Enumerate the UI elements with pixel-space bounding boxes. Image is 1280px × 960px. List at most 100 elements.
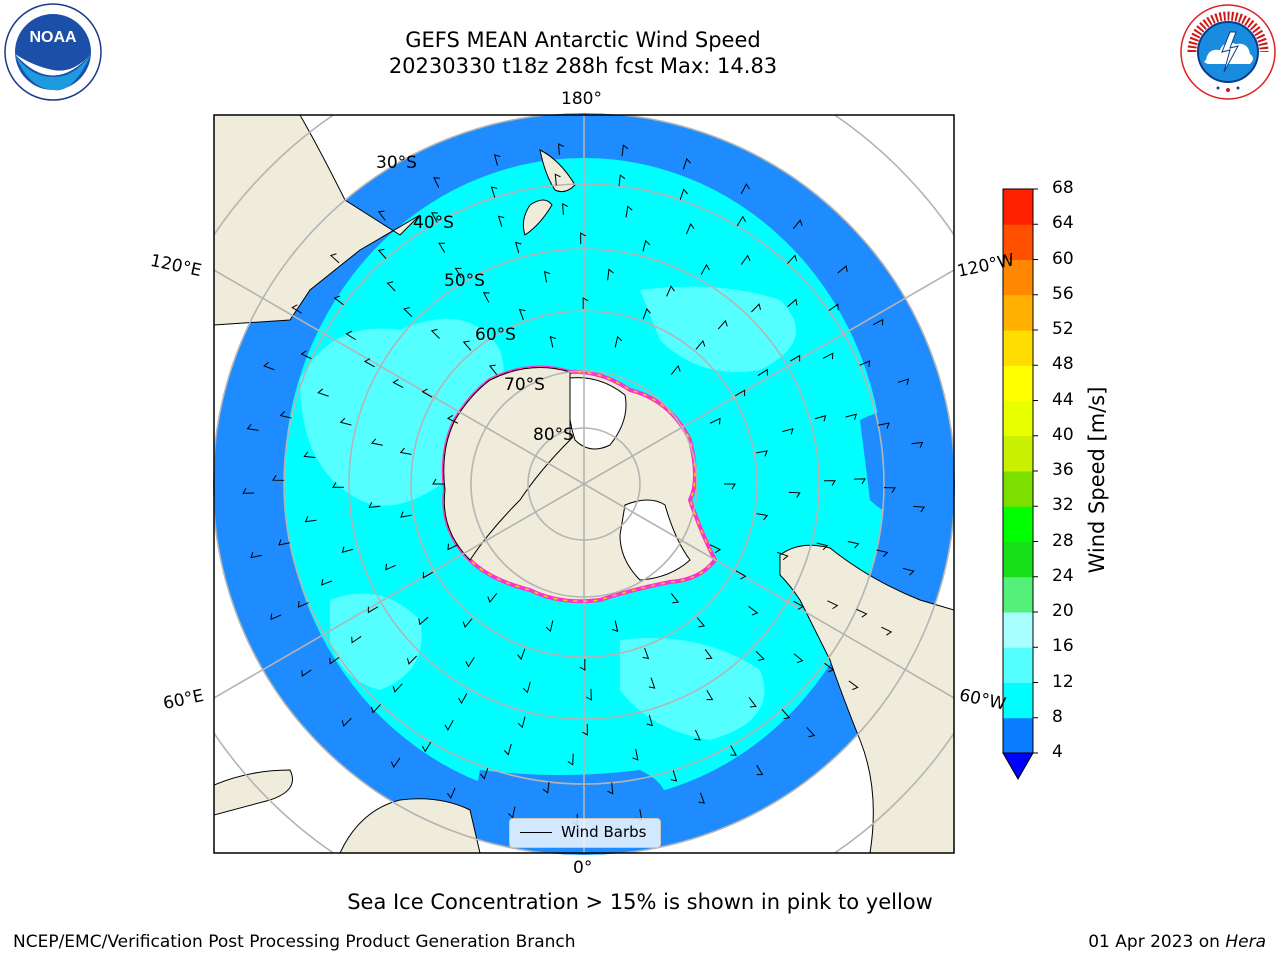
footer-credit: NCEP/EMC/Verification Post Processing Pr… xyxy=(13,932,576,952)
legend-label: Wind Barbs xyxy=(561,823,647,841)
wind-barb xyxy=(542,781,550,794)
wind-barb xyxy=(902,567,915,576)
wind-barb xyxy=(399,447,412,455)
wind-barb xyxy=(782,428,794,435)
noaa-logo-text: NOAA xyxy=(29,29,77,46)
wind-barb xyxy=(329,656,340,665)
wind-barb xyxy=(777,551,789,561)
colorbar-tick-label: 36 xyxy=(1052,460,1074,480)
wind-barb xyxy=(385,563,397,571)
wind-barb xyxy=(872,318,884,326)
wind-barb xyxy=(682,157,691,170)
colorbar-tick-label: 68 xyxy=(1052,178,1074,198)
chart-subtitle: 20230330 t18z 288h fcst Max: 14.83 xyxy=(388,54,778,78)
colorbar-tick-label: 40 xyxy=(1052,424,1074,445)
wind-barb xyxy=(806,727,816,738)
wind-barb xyxy=(582,297,589,310)
wind-barb xyxy=(341,546,354,553)
wind-barb xyxy=(853,478,866,485)
colorbar-segment xyxy=(1003,541,1033,578)
colorbar-segment xyxy=(1003,612,1033,648)
wind-barb xyxy=(377,248,387,259)
footer-host: Hera xyxy=(1225,932,1266,952)
wind-barb xyxy=(462,340,472,351)
wind-barb xyxy=(487,593,498,604)
wind-barb xyxy=(418,616,429,626)
lat-label-70s: 70°S xyxy=(504,375,545,395)
wind-barb xyxy=(406,655,417,665)
wind-barb xyxy=(242,487,255,494)
wind-barb xyxy=(827,600,839,610)
wind-barb xyxy=(403,306,413,317)
colorbar-segment xyxy=(1003,506,1033,542)
wind-barb xyxy=(390,757,401,769)
wind-barb xyxy=(580,232,586,245)
wind-barbs xyxy=(242,143,926,826)
wind-barb xyxy=(751,303,762,313)
wind-barb xyxy=(816,542,829,551)
wind-barb xyxy=(447,543,459,551)
wind-barb xyxy=(856,608,868,618)
wind-barb xyxy=(422,571,434,579)
colorbar xyxy=(1002,188,1038,781)
wind-barb xyxy=(522,681,531,694)
wind-barb xyxy=(488,364,498,375)
colorbar-tick-label: 24 xyxy=(1052,565,1074,586)
wind-barb xyxy=(897,378,910,385)
wind-barb xyxy=(517,648,526,661)
colorbar-segment xyxy=(1003,259,1033,296)
wind-barb xyxy=(706,689,714,701)
lat-label-60s: 60°S xyxy=(475,325,516,345)
lat-label-50s: 50°S xyxy=(444,271,485,291)
colorbar-segment xyxy=(1003,471,1033,507)
wind-barb xyxy=(392,378,404,389)
wind-barb xyxy=(278,539,290,546)
wind-barb xyxy=(823,480,836,486)
wind-barb xyxy=(518,308,526,321)
wind-barb xyxy=(787,298,798,308)
wind-barb xyxy=(317,388,329,397)
colorbar-tick-label: 20 xyxy=(1052,601,1074,621)
wind-barb xyxy=(304,516,317,523)
wind-barb xyxy=(497,215,505,227)
wind-barb xyxy=(736,215,746,227)
wind-barb xyxy=(670,364,681,375)
colorbar-label: Wind Speed [m/s] xyxy=(1085,386,1109,574)
wind-barb xyxy=(300,350,312,360)
wind-barb xyxy=(370,704,381,714)
wind-barb xyxy=(246,423,259,431)
wind-barb xyxy=(368,501,381,509)
wind-barb xyxy=(793,600,805,610)
wind-barb xyxy=(462,618,473,629)
wind-barb xyxy=(279,411,292,419)
wind-barb xyxy=(321,579,333,586)
wind-barb xyxy=(700,263,710,275)
colorbar-tick-label: 56 xyxy=(1052,283,1074,304)
wind-barb xyxy=(793,653,804,664)
wind-barb xyxy=(517,716,526,729)
wind-barb xyxy=(367,606,379,614)
wind-barb xyxy=(648,677,656,689)
wind-barb xyxy=(787,254,798,264)
wind-barb xyxy=(694,729,701,741)
wind-barb xyxy=(734,389,746,397)
colorbar-segment xyxy=(1003,189,1033,225)
colorbar-tick-label: 44 xyxy=(1052,389,1074,410)
wind-barb xyxy=(263,361,275,371)
wind-barb xyxy=(480,768,489,780)
wind-barb xyxy=(911,441,924,448)
wind-barb xyxy=(444,719,454,731)
wind-barb xyxy=(270,613,282,621)
wind-barb xyxy=(291,304,302,314)
wind-barb xyxy=(748,605,759,616)
wind-barb xyxy=(913,505,926,513)
map-frame xyxy=(213,114,955,854)
wind-barb xyxy=(432,478,444,485)
map-legend: Wind Barbs xyxy=(509,818,661,848)
wind-barb xyxy=(303,451,316,459)
footer-date-text: 01 Apr 2023 on xyxy=(1088,932,1226,952)
colorbar-tick-label: 16 xyxy=(1052,636,1074,657)
wind-barb xyxy=(557,143,564,155)
colorbar-segment xyxy=(1003,717,1033,754)
